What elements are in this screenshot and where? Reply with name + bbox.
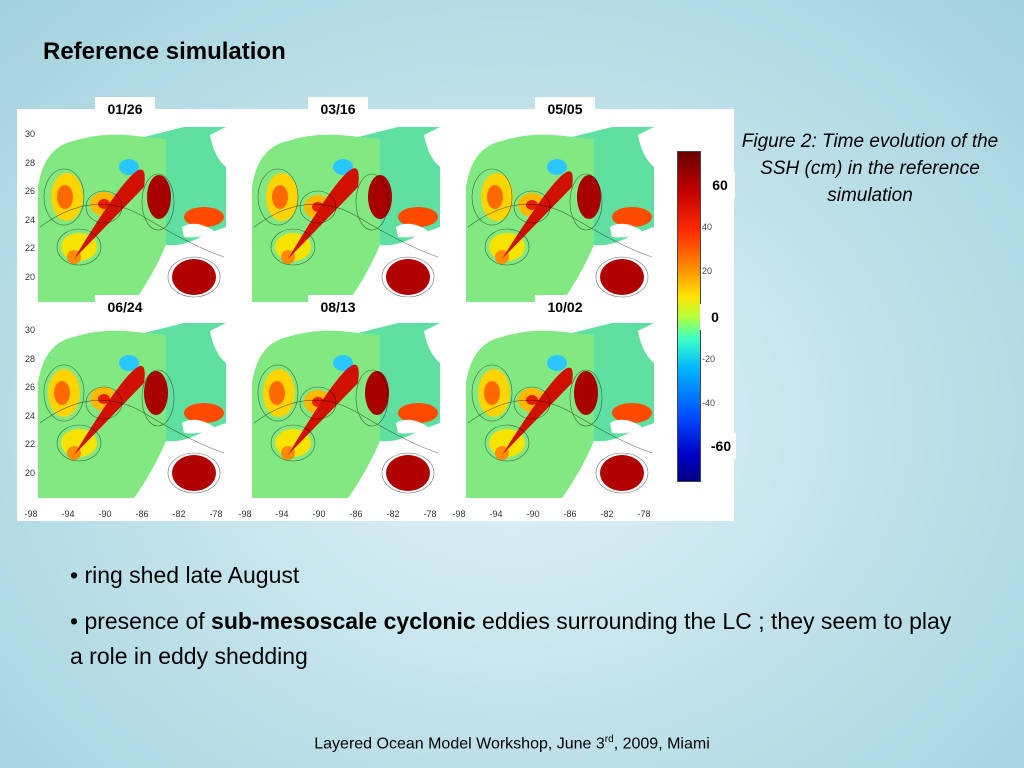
bullet-emphasis: sub-mesoscale cyclonic <box>211 608 476 634</box>
longitude-tick: -90 <box>526 509 540 519</box>
panel-date-label: 03/16 <box>308 97 368 121</box>
panel-date-label: 06/24 <box>95 295 155 319</box>
longitude-tick: -86 <box>563 509 577 519</box>
ssh-map-panel <box>248 127 440 302</box>
footer-superscript: rd <box>604 734 614 745</box>
latitude-tick: 22 <box>24 243 35 253</box>
colorbar-label-mid: 0 <box>700 304 730 330</box>
longitude-tick: -98 <box>238 509 252 519</box>
ssh-map-panel <box>248 323 440 498</box>
longitude-tick: -98 <box>452 509 466 519</box>
figure-caption: Figure 2: Time evolution of the SSH (cm)… <box>741 131 999 206</box>
panel-date-label: 05/05 <box>535 97 595 121</box>
ssh-map-panel <box>34 323 226 498</box>
longitude-tick: -82 <box>172 509 186 519</box>
longitude-tick: -94 <box>61 509 75 519</box>
colorbar-tick: -20 <box>702 354 716 364</box>
colorbar-label-bottom: -60 <box>706 433 736 459</box>
bullet-sub-mesoscale: • presence of sub-mesoscale cyclonic edd… <box>70 604 970 674</box>
longitude-tick: -86 <box>349 509 363 519</box>
longitude-tick: -94 <box>489 509 503 519</box>
panel-date-label: 08/13 <box>308 295 368 319</box>
longitude-tick: -94 <box>275 509 289 519</box>
ssh-map-panel <box>462 127 654 302</box>
longitude-tick: -82 <box>386 509 400 519</box>
longitude-tick: -78 <box>209 509 223 519</box>
bullet-text: eddies surrounding the LC ; they seem to… <box>70 608 952 669</box>
latitude-tick: 26 <box>24 382 35 392</box>
latitude-tick: 26 <box>24 186 35 196</box>
bullet-ring-shed: • ring shed late August <box>70 562 300 588</box>
footer-text: Layered Ocean Model Workshop, June 3 <box>314 735 605 753</box>
ssh-map-panel <box>34 127 226 302</box>
bullet-list: • ring shed late August • presence of su… <box>70 560 970 674</box>
longitude-tick: -90 <box>312 509 326 519</box>
bullet-text: • presence of <box>70 608 212 634</box>
longitude-tick: -90 <box>98 509 112 519</box>
colorbar-label-top: 60 <box>705 172 735 198</box>
panel-date-label: 01/26 <box>95 97 155 121</box>
latitude-tick: 22 <box>24 439 35 449</box>
longitude-tick: -82 <box>600 509 614 519</box>
longitude-tick: -78 <box>637 509 651 519</box>
ssh-figure: 30 28 26 24 22 20 30 28 26 24 22 20 -98 -94 -90 -86 -82 -… <box>17 109 734 521</box>
colorbar-tick: 20 <box>702 266 713 276</box>
slide-footer: Layered Ocean Model Workshop, June 3rd, … <box>0 734 1024 753</box>
colorbar-tick: 40 <box>702 222 713 232</box>
slide-title: Reference simulation <box>43 38 286 65</box>
longitude-tick: -86 <box>135 509 149 519</box>
longitude-tick: -78 <box>423 509 437 519</box>
latitude-tick: 20 <box>24 271 35 282</box>
latitude-tick: 28 <box>24 353 35 364</box>
latitude-tick: 30 <box>24 129 35 139</box>
panel-date-label: 10/02 <box>535 295 595 319</box>
ssh-colorbar <box>677 151 701 482</box>
longitude-tick: -98 <box>24 509 38 519</box>
latitude-tick: 30 <box>24 325 35 335</box>
latitude-tick: 28 <box>24 157 35 168</box>
latitude-tick: 24 <box>24 214 35 225</box>
ssh-map-panel <box>462 323 654 498</box>
latitude-tick: 24 <box>24 410 35 421</box>
footer-text: , 2009, Miami <box>613 735 710 753</box>
latitude-tick: 20 <box>24 467 35 478</box>
colorbar-tick: -40 <box>702 398 716 408</box>
